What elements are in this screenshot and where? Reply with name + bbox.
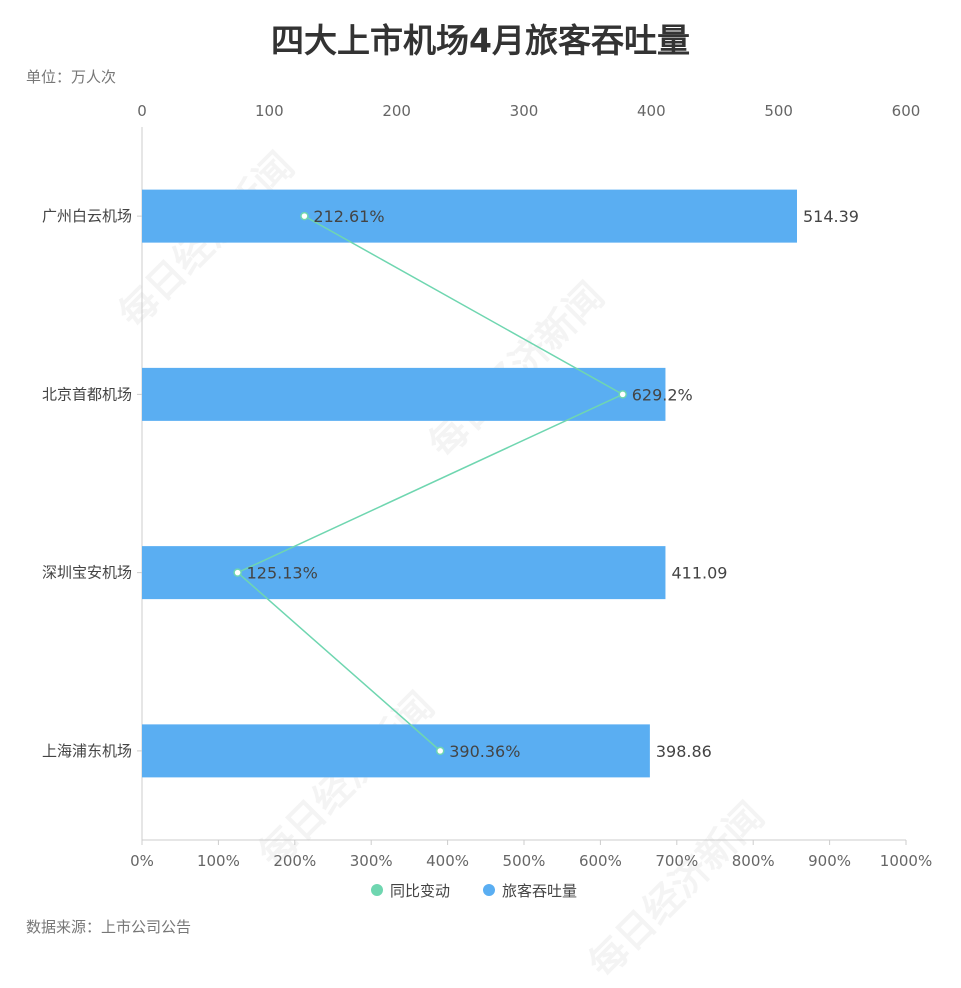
bar <box>142 189 797 243</box>
unit-label: 单位：万人次 <box>26 68 117 86</box>
legend-marker-yoy <box>371 884 383 896</box>
category-label: 上海浦东机场 <box>42 742 132 760</box>
bottom-axis-tick-label: 300% <box>350 852 393 870</box>
top-axis-tick-label: 600 <box>892 102 921 120</box>
top-axis-tick-label: 0 <box>137 102 147 120</box>
bar-value-label: 514.39 <box>803 207 859 226</box>
bar <box>142 724 650 778</box>
yoy-change-label: 629.2% <box>632 385 693 404</box>
bottom-axis-tick-label: 0% <box>130 852 154 870</box>
yoy-change-point <box>435 746 445 756</box>
bottom-axis-tick-label: 400% <box>426 852 469 870</box>
bottom-axis-tick-label: 900% <box>808 852 851 870</box>
legend-marker-throughput <box>483 884 495 896</box>
top-axis-tick-label: 300 <box>510 102 539 120</box>
yoy-change-point <box>618 390 627 399</box>
yoy-change-point <box>300 211 309 221</box>
bottom-axis-tick-label: 500% <box>503 852 546 870</box>
top-axis-tick-label: 100 <box>255 102 284 120</box>
category-label: 深圳宝安机场 <box>42 564 132 582</box>
legend-label-yoy: 同比变动 <box>390 882 450 900</box>
category-label: 广州白云机场 <box>42 207 132 225</box>
yoy-change-line <box>236 215 625 752</box>
bottom-axis-tick-label: 800% <box>732 852 775 870</box>
yoy-change-label: 212.61% <box>313 207 384 226</box>
bar-value-label: 398.86 <box>656 742 712 761</box>
yoy-change-point <box>233 568 242 577</box>
yoy-change-label: 125.13% <box>247 564 318 583</box>
source-label: 数据来源：上市公司公告 <box>26 918 192 936</box>
bottom-axis-tick-label: 1000% <box>880 852 932 870</box>
bar <box>142 546 666 600</box>
bottom-axis-tick-label: 100% <box>197 852 240 870</box>
chart-title: 四大上市机场4月旅客吞吐量 <box>271 21 690 60</box>
top-axis-tick-label: 500 <box>764 102 793 120</box>
top-axis-tick-label: 200 <box>382 102 411 120</box>
top-axis-tick-label: 400 <box>637 102 666 120</box>
legend-label-throughput: 旅客吞吐量 <box>502 882 577 900</box>
bar <box>142 367 666 421</box>
bottom-axis-tick-label: 200% <box>273 852 316 870</box>
bar-line-chart: 0 100 200 300 400 500 600 0% 100% 200% 300% 400% 500… <box>42 102 932 900</box>
bar-value-label: 411.09 <box>671 564 727 583</box>
bottom-axis-tick-label: 700% <box>655 852 698 870</box>
bottom-axis-tick-label: 600% <box>579 852 622 870</box>
category-label: 北京首都机场 <box>42 385 132 403</box>
yoy-change-label: 390.36% <box>449 742 520 761</box>
